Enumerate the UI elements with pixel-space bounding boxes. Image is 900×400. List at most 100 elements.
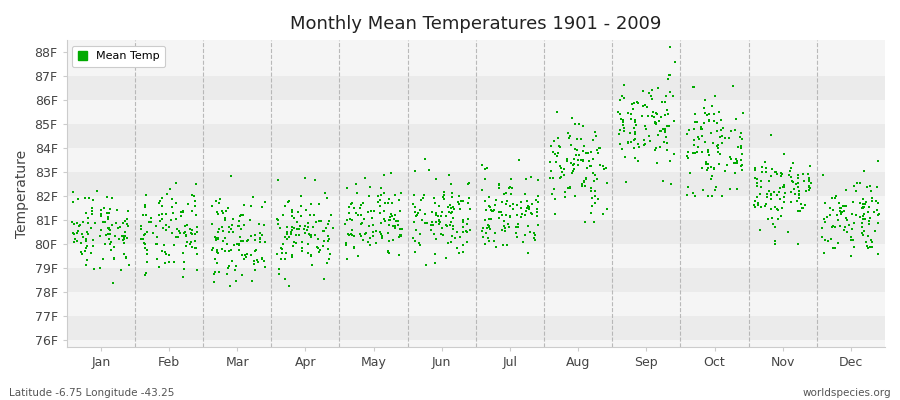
Point xyxy=(752,200,766,206)
Point xyxy=(706,111,721,118)
Point xyxy=(256,232,270,238)
Point xyxy=(359,230,374,236)
Point xyxy=(658,127,672,134)
Point xyxy=(425,208,439,215)
Point xyxy=(210,247,224,254)
Point xyxy=(660,146,674,153)
Point xyxy=(386,236,400,243)
Point xyxy=(481,222,495,228)
Point xyxy=(282,283,296,289)
Point xyxy=(302,231,317,238)
Point xyxy=(788,186,802,192)
Point xyxy=(310,244,324,250)
Point xyxy=(623,130,637,136)
Text: worldspecies.org: worldspecies.org xyxy=(803,388,891,398)
Point xyxy=(134,236,148,243)
Point xyxy=(649,120,663,127)
Point xyxy=(138,272,152,278)
Point xyxy=(516,238,530,245)
Point xyxy=(500,190,514,196)
Point xyxy=(121,221,135,228)
Point xyxy=(277,233,292,240)
Point xyxy=(146,230,160,236)
Point xyxy=(164,217,178,224)
Point xyxy=(155,248,169,254)
Point xyxy=(345,232,359,238)
Point xyxy=(530,206,544,212)
Point xyxy=(215,238,230,245)
Point xyxy=(820,214,834,220)
Point xyxy=(225,222,239,229)
Point xyxy=(701,165,716,171)
Point xyxy=(572,152,587,158)
Point xyxy=(491,181,506,188)
Point xyxy=(219,208,233,214)
Point xyxy=(816,216,831,222)
Point xyxy=(862,215,877,222)
Point xyxy=(755,169,770,176)
Point xyxy=(210,249,224,256)
Point xyxy=(361,209,375,215)
Point xyxy=(621,110,635,116)
Point xyxy=(722,134,736,141)
Point xyxy=(184,208,199,214)
Point xyxy=(394,233,409,239)
Point xyxy=(713,151,727,157)
Point xyxy=(177,229,192,236)
Point xyxy=(659,93,673,100)
Point xyxy=(855,230,869,236)
Point xyxy=(229,262,243,269)
Point xyxy=(492,209,507,215)
Point xyxy=(747,175,761,181)
Point xyxy=(518,191,532,198)
Point xyxy=(295,248,310,254)
Point xyxy=(433,218,447,225)
Point xyxy=(544,191,559,197)
Point xyxy=(479,230,493,236)
Point xyxy=(76,234,91,241)
Point xyxy=(511,157,526,163)
Point xyxy=(303,253,318,259)
Point xyxy=(482,234,496,241)
Bar xyxy=(67,148,885,172)
Point xyxy=(649,110,663,116)
Point xyxy=(680,155,695,161)
Point xyxy=(168,180,183,186)
Point xyxy=(770,207,785,214)
Point xyxy=(284,230,298,237)
Point xyxy=(715,193,729,199)
Point xyxy=(169,216,184,223)
Point xyxy=(354,232,368,239)
Point xyxy=(494,208,508,215)
Point xyxy=(688,111,702,118)
Point xyxy=(765,215,779,221)
Point xyxy=(599,165,614,171)
Point xyxy=(220,265,235,271)
Point xyxy=(71,228,86,234)
Point xyxy=(748,165,762,172)
Point xyxy=(558,194,572,200)
Point xyxy=(702,117,716,123)
Point xyxy=(121,223,135,229)
Point xyxy=(754,178,769,185)
Point xyxy=(865,198,879,204)
Point xyxy=(104,195,119,201)
Point xyxy=(382,249,396,255)
Point xyxy=(166,259,181,266)
Point xyxy=(66,219,80,225)
Point xyxy=(774,170,788,176)
Point xyxy=(710,142,724,149)
Point xyxy=(734,145,748,151)
Point xyxy=(79,236,94,243)
Point xyxy=(79,262,94,269)
Point xyxy=(438,255,453,261)
Point xyxy=(832,204,847,211)
Point xyxy=(339,255,354,262)
Point xyxy=(578,219,592,226)
Point xyxy=(407,218,421,225)
Point xyxy=(711,149,725,155)
Point xyxy=(113,267,128,273)
Point xyxy=(74,249,88,255)
Point xyxy=(94,206,108,213)
Point xyxy=(585,202,599,209)
